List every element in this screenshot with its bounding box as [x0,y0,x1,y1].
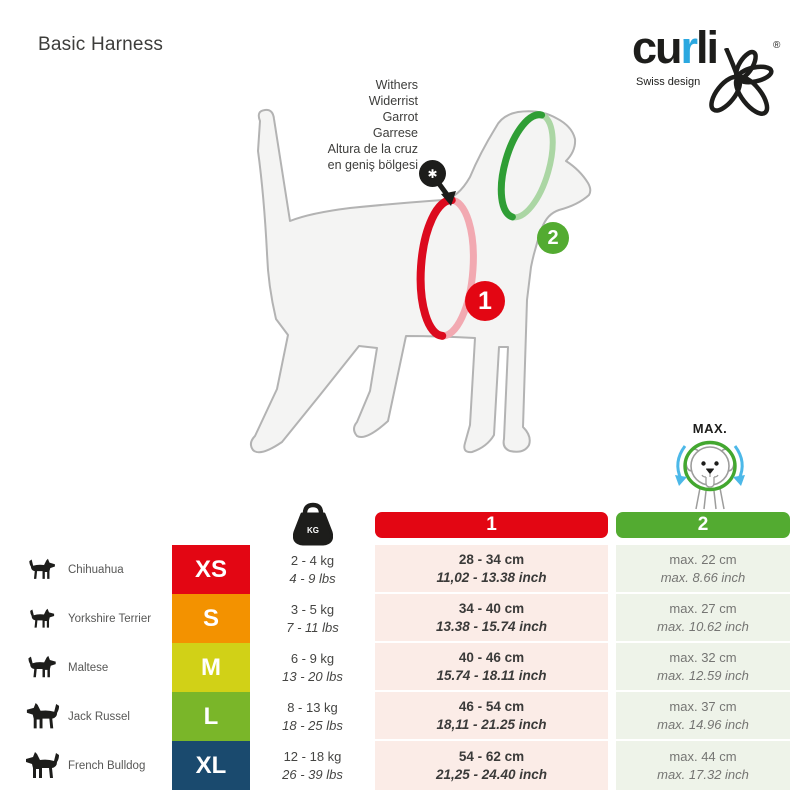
weight-cell: 8 - 13 kg 18 - 25 lbs [250,692,375,741]
measure-point-1-badge: 1 [465,281,505,321]
chest-inch: 18,11 - 21.25 inch [436,717,547,732]
chest-cell: 28 - 34 cm 11,02 - 13.38 inch [375,545,608,594]
brand-r: r [680,22,698,73]
chest-cm: 28 - 34 cm [458,552,525,567]
withers-label-fr: Garrot [382,110,418,124]
withers-label-it: Garrese [372,126,418,140]
neck-cell: max. 22 cm max. 8.66 inch [616,545,790,594]
weight-cell: 3 - 5 kg 7 - 11 lbs [250,594,375,643]
size-badge-l: L [172,692,250,741]
size-badge-s: S [172,594,250,643]
chest-cell: 34 - 40 cm 13.38 - 15.74 inch [375,594,608,643]
weight-lbs: 18 - 25 lbs [282,718,343,733]
weight-cell: 6 - 9 kg 13 - 20 lbs [250,643,375,692]
weight-icon-label: KG [307,526,319,535]
size-badge-xl: XL [172,741,250,790]
weight-kg: 2 - 4 kg [290,553,335,568]
weight-kg: 3 - 5 kg [290,602,335,617]
registered-mark: ® [773,40,781,51]
dog-head-max-icon [675,440,745,510]
neck-inch: max. 10.62 inch [657,619,749,634]
weight-lbs: 13 - 20 lbs [282,669,343,684]
neck-inch: max. 12.59 inch [657,668,749,683]
withers-label-en: Withers [375,78,418,92]
size-badge-xs: XS [172,545,250,594]
page-title: Basic Harness [38,34,164,55]
brand-tagline: Swiss design [636,76,701,88]
neck-ring [497,111,556,221]
neck-inch: max. 17.32 inch [657,767,749,782]
chest-cm: 34 - 40 cm [458,601,525,616]
breed-name: Chihuahua [68,563,124,576]
column-gap [608,594,616,643]
size-badge-m: M [172,643,250,692]
neck-inch: max. 14.96 inch [657,717,749,732]
size-table: 1 2 Chihuahua XS 2 - 4 kg 4 - 9 lbs 28 -… [22,512,790,790]
neck-inch: max. 8.66 inch [660,570,746,585]
max-label: MAX. [692,421,728,436]
breed-icon-french-bulldog [22,741,62,790]
weight-lbs: 26 - 39 lbs [282,767,343,782]
neck-cm: max. 22 cm [669,552,737,567]
weight-lbs: 7 - 11 lbs [286,620,339,635]
weight-kg: 8 - 13 kg [287,700,338,715]
neck-cm: max. 27 cm [669,601,737,616]
brand-wordmark: curli [632,22,719,74]
neck-cell: max. 44 cm max. 17.32 inch [616,741,790,790]
column-gap [608,692,616,741]
breed-icon-chihuahua [22,545,62,594]
breed-icon-yorkshire [22,594,62,643]
brand-li: li [696,22,719,73]
weight-kg: 6 - 9 kg [290,651,335,666]
weight-cell: 12 - 18 kg 26 - 39 lbs [250,741,375,790]
asterisk-badge: ✱ [419,160,446,187]
chest-cm: 40 - 46 cm [458,650,525,665]
chest-inch: 11,02 - 13.38 inch [436,570,547,585]
header-col2: 2 [616,512,790,538]
weight-kg-icon: KG [293,502,333,546]
chest-cm: 46 - 54 cm [458,699,525,714]
chest-inch: 21,25 - 24.40 inch [435,767,548,782]
header-col1: 1 [375,512,608,538]
neck-cell: max. 27 cm max. 10.62 inch [616,594,790,643]
column-gap [608,545,616,594]
weight-cell: 2 - 4 kg 4 - 9 lbs [250,545,375,594]
brand-cu: cu [632,22,682,73]
chest-cell: 46 - 54 cm 18,11 - 21.25 inch [375,692,608,741]
chest-inch: 15.74 - 18.11 inch [436,668,547,683]
chest-cell: 54 - 62 cm 21,25 - 24.40 inch [375,741,608,790]
withers-label-tr: en geniş bölgesi [327,158,418,172]
weight-lbs: 4 - 9 lbs [289,571,336,586]
breed-name: Maltese [68,661,109,674]
neck-cm: max. 32 cm [669,650,737,665]
measure-point-2-badge: 2 [537,222,569,254]
neck-cm: max. 44 cm [669,749,737,764]
neck-cm: max. 37 cm [669,699,737,714]
breed-name: French Bulldog [68,759,146,772]
chest-cm: 54 - 62 cm [458,749,525,764]
dog-diagram [249,108,592,454]
neck-cell: max. 37 cm max. 14.96 inch [616,692,790,741]
withers-label-de: Widerrist [368,94,418,108]
table-body: Chihuahua XS 2 - 4 kg 4 - 9 lbs 28 - 34 … [22,545,790,790]
weight-kg: 12 - 18 kg [283,749,342,764]
column-gap [608,741,616,790]
withers-label-es: Altura de la cruz [327,142,418,156]
butterfly-logo-icon [709,48,774,116]
breed-name: Jack Russel [68,710,130,723]
breed-icon-maltese [22,643,62,692]
brand-logo: curli Swiss design ® [620,14,800,144]
withers-labels: Withers Widerrist Garrot Garrese Altura … [230,77,418,173]
breed-icon-jack-russel [22,692,62,741]
table-header: 1 2 [22,512,790,538]
breed-name: Yorkshire Terrier [68,612,152,625]
chest-cell: 40 - 46 cm 15.74 - 18.11 inch [375,643,608,692]
chest-inch: 13.38 - 15.74 inch [435,619,548,634]
neck-cell: max. 32 cm max. 12.59 inch [616,643,790,692]
column-gap [608,643,616,692]
